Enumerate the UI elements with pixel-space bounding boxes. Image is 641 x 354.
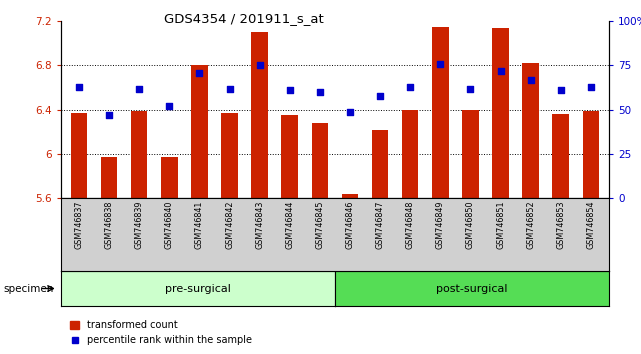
Point <box>465 86 476 91</box>
Bar <box>402 110 419 198</box>
Point <box>74 84 84 90</box>
Bar <box>191 65 208 198</box>
Bar <box>583 111 599 198</box>
Bar <box>131 111 147 198</box>
Bar <box>342 194 358 198</box>
Bar <box>492 28 509 198</box>
Point <box>194 70 204 75</box>
Text: GSM746837: GSM746837 <box>74 200 83 249</box>
Text: GSM746853: GSM746853 <box>556 200 565 249</box>
Text: GSM746845: GSM746845 <box>315 200 324 249</box>
Text: pre-surgical: pre-surgical <box>165 284 231 293</box>
Text: post-surgical: post-surgical <box>436 284 508 293</box>
Bar <box>251 32 268 198</box>
Bar <box>432 27 449 198</box>
Bar <box>522 63 539 198</box>
Text: GSM746839: GSM746839 <box>135 200 144 249</box>
Bar <box>553 114 569 198</box>
Point <box>556 87 566 93</box>
Text: GSM746840: GSM746840 <box>165 200 174 249</box>
Bar <box>101 157 117 198</box>
Text: GSM746844: GSM746844 <box>285 200 294 249</box>
Bar <box>462 110 479 198</box>
Point <box>285 87 295 93</box>
Bar <box>221 113 238 198</box>
Point <box>405 84 415 90</box>
Text: GSM746850: GSM746850 <box>466 200 475 249</box>
Bar <box>281 115 298 198</box>
Bar <box>161 157 178 198</box>
Legend: transformed count, percentile rank within the sample: transformed count, percentile rank withi… <box>66 316 256 349</box>
Point <box>254 63 265 68</box>
Point <box>315 89 325 95</box>
Point <box>495 68 506 74</box>
Point <box>435 61 445 67</box>
Text: GSM746841: GSM746841 <box>195 200 204 249</box>
Point <box>586 84 596 90</box>
Text: GSM746854: GSM746854 <box>587 200 595 249</box>
Text: GSM746852: GSM746852 <box>526 200 535 249</box>
Text: GSM746842: GSM746842 <box>225 200 234 249</box>
Point <box>345 109 355 114</box>
Text: GSM746851: GSM746851 <box>496 200 505 249</box>
Point <box>164 103 174 109</box>
Bar <box>312 123 328 198</box>
Text: GSM746848: GSM746848 <box>406 200 415 249</box>
Point <box>104 112 114 118</box>
Text: GDS4354 / 201911_s_at: GDS4354 / 201911_s_at <box>163 12 324 25</box>
Text: specimen: specimen <box>3 284 54 293</box>
Point <box>134 86 144 91</box>
Text: GSM746838: GSM746838 <box>104 200 113 249</box>
Text: GSM746846: GSM746846 <box>345 200 354 249</box>
Bar <box>71 113 87 198</box>
Bar <box>372 130 388 198</box>
Text: GSM746843: GSM746843 <box>255 200 264 249</box>
Text: GSM746849: GSM746849 <box>436 200 445 249</box>
Point <box>526 77 536 82</box>
Text: GSM746847: GSM746847 <box>376 200 385 249</box>
Point <box>224 86 235 91</box>
Point <box>375 93 385 98</box>
